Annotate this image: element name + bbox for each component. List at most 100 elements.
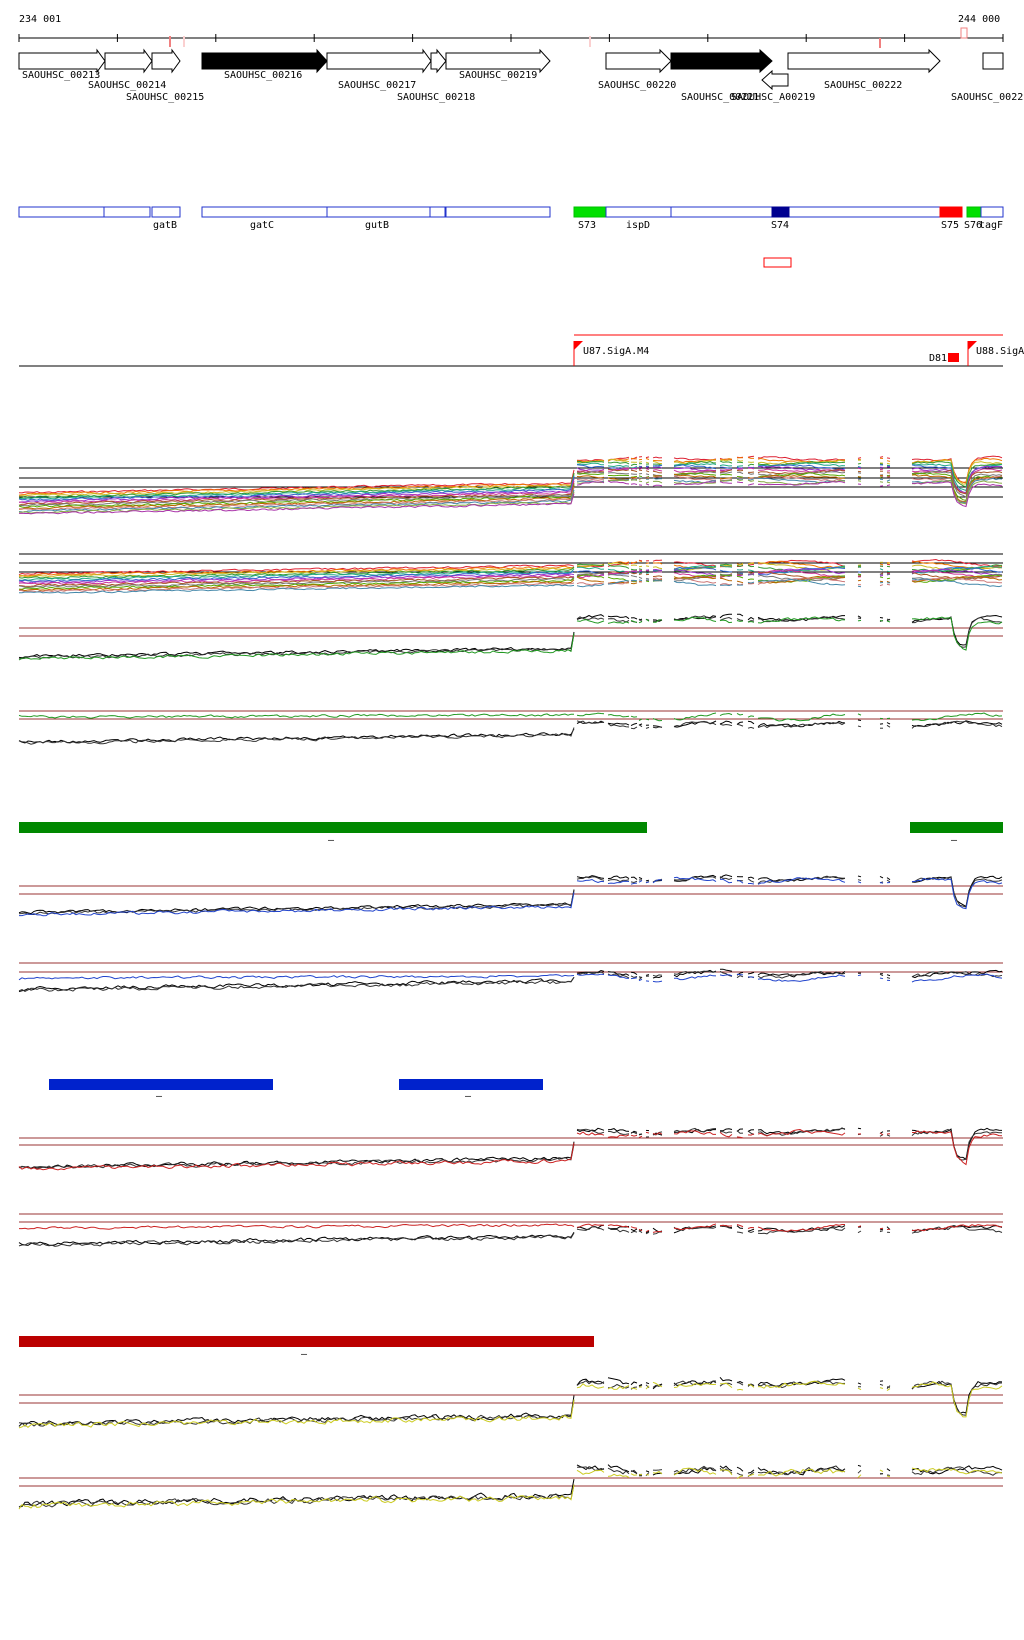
feature-box-S74[interactable] [771, 206, 790, 218]
feature-box[interactable] [103, 206, 151, 218]
profile-trace [719, 479, 733, 482]
profile-trace [911, 455, 1003, 484]
profile-trace [736, 562, 744, 566]
feature-box-ispD[interactable] [605, 206, 672, 218]
profile-trace [645, 458, 650, 460]
coord-start: 234 001 [19, 14, 61, 25]
profile-trace [736, 468, 744, 471]
feature-box-S73[interactable] [573, 206, 607, 218]
profile-trace [747, 563, 755, 566]
profile-trace [879, 973, 884, 977]
profile-trace [719, 974, 733, 977]
profile-trace [576, 619, 605, 624]
profile-trace [652, 726, 663, 729]
profile-trace [757, 475, 846, 482]
gene-arrow-SAOUHSC_00214[interactable] [104, 48, 153, 74]
profile-trace [911, 1467, 1003, 1475]
gene-arrow-SAOUHSC_00213[interactable] [18, 48, 106, 74]
profile-trace [576, 583, 605, 588]
profile-trace [630, 457, 637, 460]
profile-trace [736, 471, 744, 475]
segment-bar-blue[interactable] [399, 1079, 543, 1090]
profile-trace [645, 1231, 650, 1235]
profile-trace [576, 720, 605, 724]
profile-trace [630, 483, 638, 485]
profile-trace [630, 469, 638, 473]
profile-trace [607, 479, 630, 482]
profile-trace [757, 560, 846, 569]
profile-trace [645, 562, 650, 564]
profile-trace [607, 1224, 630, 1229]
profile-trace [638, 976, 643, 980]
feature-box-gutB[interactable] [326, 206, 431, 218]
profile-trace [18, 485, 575, 510]
gene-arrow-SAOUHSC_00216[interactable] [201, 48, 328, 74]
gene-arrow-SAOUHSC_00219[interactable] [445, 48, 551, 74]
profile-trace [673, 569, 717, 576]
profile-trace [576, 1378, 605, 1386]
gene-arrow-SAOUHSC_00223[interactable] [982, 52, 1004, 70]
profile-trace [638, 724, 643, 728]
profile-trace [576, 459, 605, 462]
gene-label: SAOUHSC_00221 [681, 92, 759, 103]
profile-trace [653, 466, 663, 469]
profile-trace [747, 463, 755, 467]
profile-trace [886, 974, 891, 977]
profile-trace [18, 473, 575, 497]
profile-trace [607, 562, 630, 568]
segment-bar-blue[interactable] [49, 1079, 273, 1090]
segment-bar-red[interactable] [19, 1336, 594, 1347]
expression-profile-blue-top [18, 874, 1003, 917]
feature-box-tagF[interactable] [980, 206, 1004, 218]
gene-arrow-SAOUHSC_00220[interactable] [605, 48, 672, 74]
terminator-D81[interactable] [948, 353, 959, 362]
feature-label: S76 [964, 220, 982, 231]
feature-box[interactable] [445, 206, 551, 218]
gene-arrow-SAOUHSC_00222[interactable] [787, 48, 941, 74]
feature-box-gatC[interactable] [201, 206, 328, 218]
profile-trace [757, 562, 846, 571]
profile-trace [607, 458, 630, 463]
profile-trace [719, 471, 733, 474]
profile-trace [748, 883, 755, 885]
profile-trace [645, 468, 650, 471]
profile-trace [645, 1472, 650, 1477]
profile-trace [652, 475, 663, 479]
profile-trace [673, 566, 717, 571]
promoter-flag-icon[interactable] [574, 341, 583, 350]
profile-trace [757, 480, 846, 486]
segment-bar-green[interactable] [910, 822, 1003, 833]
profile-trace [747, 571, 755, 574]
gene-arrow-SAOUHSC_00215[interactable] [151, 48, 181, 74]
profile-trace [736, 721, 744, 725]
segment-bar-green[interactable] [19, 822, 647, 833]
profile-trace [607, 468, 630, 472]
gene-arrow-SAOUHSC_00221[interactable] [670, 48, 773, 74]
feature-box-S75[interactable] [939, 206, 963, 218]
profile-trace [886, 484, 891, 487]
profile-trace [18, 1144, 575, 1170]
profile-trace [757, 1227, 846, 1235]
profile-trace [736, 564, 744, 567]
profile-trace [757, 459, 846, 465]
feature-box[interactable] [429, 206, 446, 218]
profile-trace [18, 633, 575, 661]
feature-box-gatB[interactable] [151, 206, 181, 218]
gene-arrow-SAOUHSC_00217[interactable] [326, 48, 432, 74]
promoter-flag-icon[interactable] [968, 341, 977, 350]
feature-box[interactable] [18, 206, 105, 218]
profile-trace [645, 1474, 650, 1476]
feature-box[interactable] [670, 206, 941, 218]
profile-trace [747, 1230, 755, 1234]
profile-trace [645, 470, 650, 473]
profile-trace [645, 483, 650, 486]
gene-arrow-SAOUHSC_A00219[interactable] [761, 69, 789, 91]
gene-arrow-SAOUHSC_00218[interactable] [430, 48, 447, 74]
profile-trace [911, 564, 1003, 571]
feature-box-S76[interactable] [966, 206, 982, 218]
profile-trace [652, 559, 663, 562]
feature-box-red-outline[interactable] [763, 257, 792, 268]
profile-trace [857, 1474, 862, 1478]
profile-trace [652, 469, 663, 472]
